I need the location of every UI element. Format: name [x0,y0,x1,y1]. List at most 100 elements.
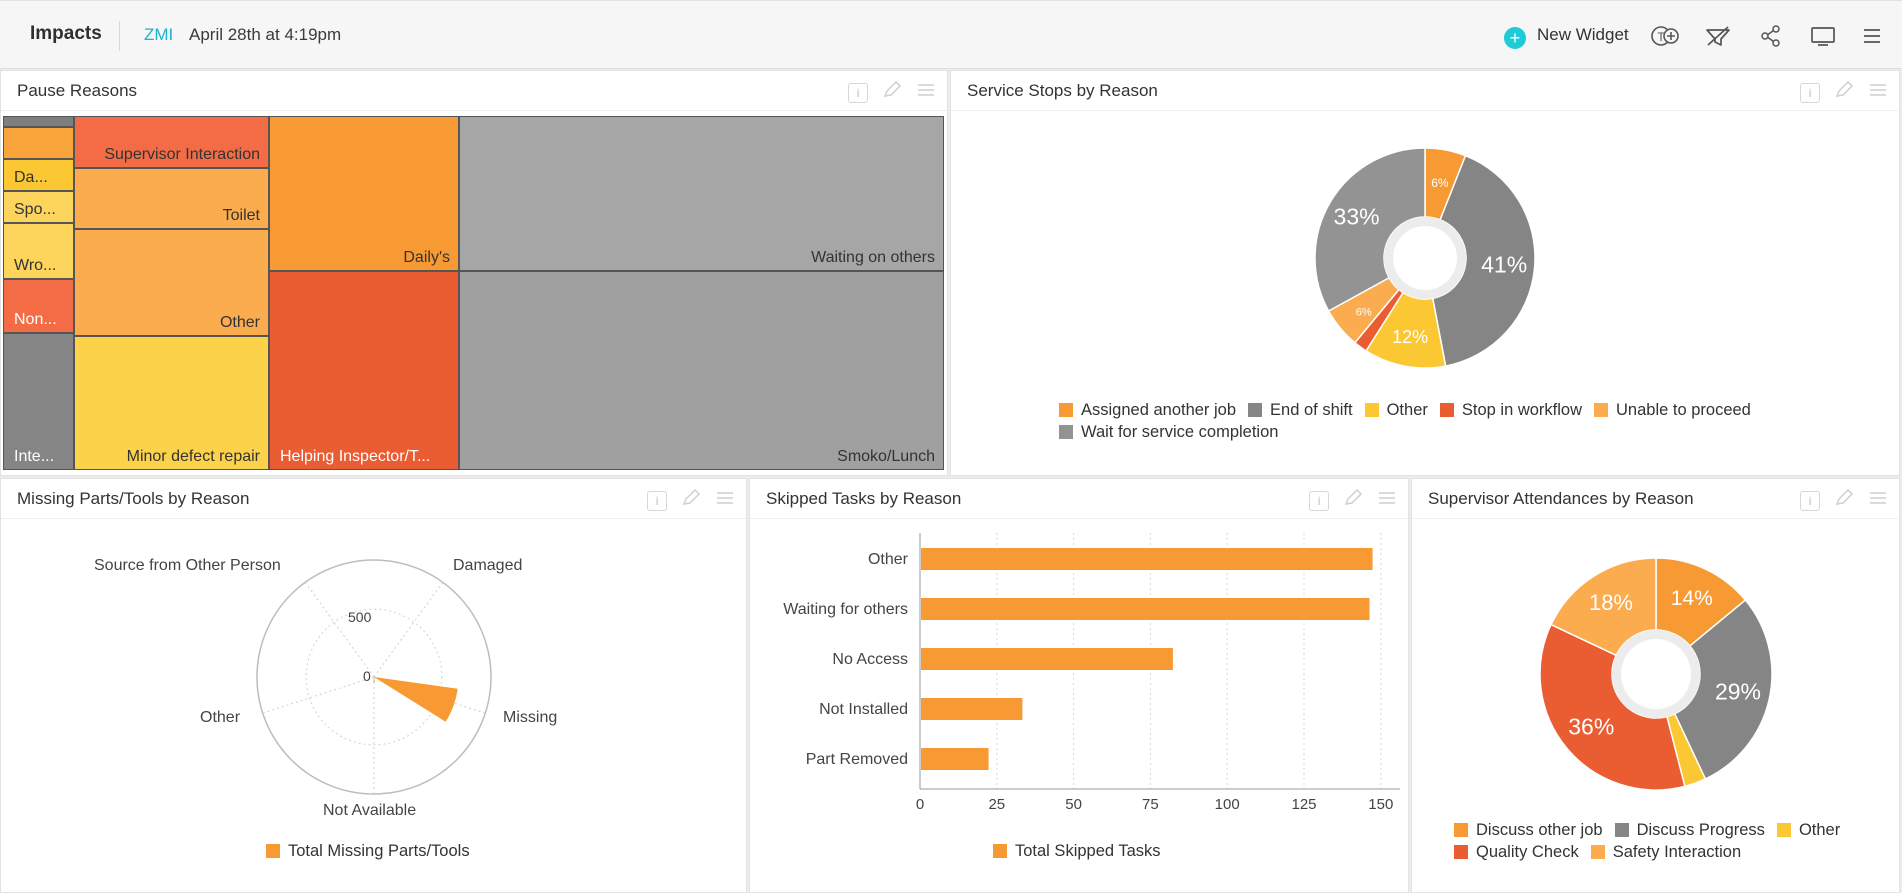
supervisor-attendances-legend: Discuss other job Discuss Progress Other Qu… [1454,819,1874,863]
menu-icon[interactable] [1867,80,1889,105]
pencil-icon[interactable] [1833,488,1855,513]
bar[interactable] [921,748,989,770]
text-add-icon[interactable]: T [1651,23,1679,49]
radar-wedge-missing[interactable] [374,677,458,722]
axis-label-damaged: Damaged [453,557,523,574]
panel-title: Skipped Tasks by Reason [766,489,962,508]
category-label: No Access [832,651,908,668]
legend-item[interactable]: Other [1776,819,1840,841]
legend-item[interactable]: Quality Check [1454,841,1579,863]
menu-icon[interactable] [915,80,937,105]
skipped-tasks-legend: Total Skipped Tasks [993,840,1173,862]
panel-tools: i [840,80,937,105]
radar-axis [373,582,444,678]
x-tick-label: 75 [1142,796,1159,813]
legend-item[interactable]: Safety Interaction [1590,841,1741,863]
skipped-tasks-bar-chart: 0 25 50 75 100 125 150 Other Waiting for others N… [783,533,1400,813]
service-stops-donut-chart: 6% 41% 12% 6% 33% [1314,147,1536,369]
axis-label-not-available: Not Available [323,802,417,819]
treemap-cell-helping-inspector[interactable]: Helping Inspector/T... [269,271,459,470]
pause-reasons-panel: Pause Reasons i Da... Spo... Wro... Non.… [0,70,948,476]
pencil-icon[interactable] [680,488,702,513]
page-title: Impacts [30,23,102,44]
x-tick-label: 0 [916,796,924,813]
legend-item[interactable]: Unable to proceed [1594,399,1751,421]
monitor-icon[interactable] [1809,23,1837,49]
legend-item[interactable]: Discuss Progress [1614,819,1765,841]
new-widget-button[interactable]: New Widget [1537,25,1629,44]
menu-icon[interactable] [1376,488,1398,513]
pencil-icon[interactable] [881,80,903,105]
treemap-cell-smoko-lunch[interactable]: Smoko/Lunch [459,271,944,470]
radar-axis [304,582,375,678]
axis-label-missing: Missing [503,709,558,726]
panel-tools: i [1792,80,1889,105]
missing-parts-panel: Missing Parts/Tools by Reason i Source f… [0,478,747,893]
axis-label-other: Other [200,709,241,726]
treemap-cell[interactable] [3,116,74,127]
panel-tools: i [1792,488,1889,513]
missing-parts-radar-chart [256,559,492,795]
treemap-cell-spo[interactable]: Spo... [3,191,74,223]
org-link[interactable]: ZMI [144,25,174,44]
radar-axis [262,676,375,714]
treemap-cell-minor-defect-repair[interactable]: Minor defect repair [74,336,269,470]
bar[interactable] [921,648,1173,670]
bar[interactable] [921,698,1023,720]
legend-item[interactable]: End of shift [1248,399,1353,421]
pie-label: 41% [1481,251,1527,277]
treemap-cell-da[interactable]: Da... [3,159,74,191]
treemap-cell-other[interactable]: Other [74,229,269,336]
category-label: Other [868,551,909,568]
plus-circle-icon[interactable]: + [1504,27,1526,49]
date-label: April 28th at 4:19pm [189,25,342,44]
pie-label: 33% [1334,204,1380,230]
missing-parts-legend: Total Missing Parts/Tools [266,840,482,862]
radar-inner-ring [305,608,443,746]
menu-icon[interactable] [1867,488,1889,513]
legend-item[interactable]: Discuss other job [1454,819,1603,841]
legend-item[interactable]: Total Missing Parts/Tools [266,840,470,862]
panel-title: Supervisor Attendances by Reason [1428,489,1694,508]
service-stops-legend: Assigned another job End of shift Other Sto… [1059,399,1839,443]
radial-tick-500: 500 [348,609,372,625]
pie-label: 29% [1715,678,1761,704]
panel-header: Missing Parts/Tools by Reason i [1,479,746,519]
treemap-cell-toilet[interactable]: Toilet [74,168,269,229]
menu-icon[interactable] [714,488,736,513]
treemap-cell-waiting-on-others[interactable]: Waiting on others [459,116,944,271]
info-icon[interactable]: i [1800,82,1821,103]
treemap-cell-wro[interactable]: Wro... [3,223,74,279]
treemap-cell-supervisor-interaction[interactable]: Supervisor Interaction [74,116,269,168]
bar[interactable] [921,598,1370,620]
info-icon[interactable]: i [1800,490,1821,511]
legend-item[interactable]: Stop in workflow [1439,399,1582,421]
bar[interactable] [921,548,1373,570]
category-label: Not Installed [819,701,908,718]
radar-wedge-not-available[interactable] [373,677,375,683]
info-icon[interactable]: i [848,82,869,103]
treemap-cell-dailys[interactable]: Daily's [269,116,459,271]
legend-item[interactable]: Wait for service completion [1059,421,1278,443]
legend-item[interactable]: Assigned another job [1059,399,1236,421]
panel-header: Pause Reasons i [1,71,947,111]
radial-tick-0: 0 [363,668,371,684]
info-icon[interactable]: i [1309,490,1330,511]
axis-label-source: Source from Other Person [94,557,281,574]
share-icon[interactable] [1757,23,1785,49]
treemap-cell-non[interactable]: Non... [3,279,74,333]
pencil-icon[interactable] [1342,488,1364,513]
pie-label: 36% [1568,714,1614,740]
info-icon[interactable]: i [647,490,668,511]
treemap-cell[interactable] [3,127,74,159]
legend-item[interactable]: Total Skipped Tasks [993,840,1161,862]
panel-tools: i [1301,488,1398,513]
treemap-cell-inte[interactable]: Inte... [3,333,74,470]
panel-title: Missing Parts/Tools by Reason [17,489,250,508]
hamburger-menu-icon[interactable] [1858,23,1886,49]
filter-icon[interactable] [1704,23,1732,49]
panel-header: Supervisor Attendances by Reason i [1412,479,1899,519]
panel-title: Pause Reasons [17,81,138,100]
pencil-icon[interactable] [1833,80,1855,105]
legend-item[interactable]: Other [1364,399,1428,421]
